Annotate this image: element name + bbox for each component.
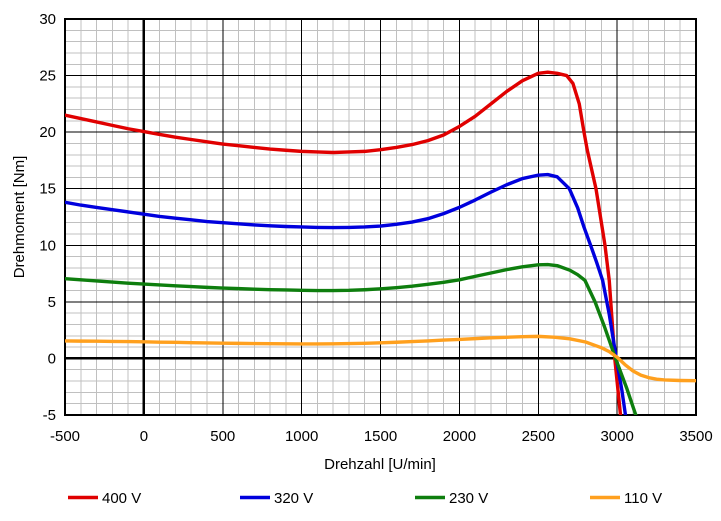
x-tick-label: 500	[210, 428, 235, 445]
y-tick-label: 0	[48, 350, 56, 367]
data-series	[65, 70, 696, 415]
series-line-320-v	[65, 172, 628, 415]
plot-border	[64, 18, 697, 416]
x-tick-label: 1000	[285, 428, 318, 445]
series-line-400-v	[65, 70, 623, 415]
series-line-110-v	[65, 334, 696, 383]
x-tick-label: 1500	[364, 428, 397, 445]
legend-item-230-v: 230 V	[415, 490, 488, 507]
x-tick-labels: -500 0 500 1000 1500 2000 2500 3000 3500	[50, 428, 713, 445]
zero-axes	[65, 19, 696, 415]
x-tick-label: 3000	[600, 428, 633, 445]
y-tick-label: 10	[39, 237, 56, 254]
x-tick-label: -500	[50, 428, 80, 445]
y-axis-title: Drehmoment [Nm]	[11, 156, 28, 279]
x-axis-title: Drehzahl [U/min]	[324, 456, 436, 473]
legend-label-230-v: 230 V	[449, 490, 488, 507]
x-tick-label: 3500	[679, 428, 712, 445]
legend: 400 V 320 V 230 V 110 V	[68, 490, 662, 507]
legend-label-400-v: 400 V	[102, 490, 141, 507]
series-line-230-v	[65, 262, 638, 415]
legend-item-320-v: 320 V	[240, 490, 313, 507]
y-tick-label: 15	[39, 181, 56, 198]
x-tick-label: 2000	[443, 428, 476, 445]
legend-item-400-v: 400 V	[68, 490, 141, 507]
legend-label-320-v: 320 V	[274, 490, 313, 507]
y-tick-label: 30	[39, 11, 56, 28]
legend-label-110-v: 110 V	[624, 490, 662, 507]
y-tick-label: 20	[39, 124, 56, 141]
x-tick-label: 2500	[522, 428, 555, 445]
y-tick-label: -5	[43, 407, 56, 424]
y-tick-labels: 30 25 20 15 10 5 0 -5	[39, 11, 56, 424]
y-tick-label: 5	[48, 294, 56, 311]
y-tick-label: 25	[39, 68, 56, 85]
x-tick-label: 0	[140, 428, 148, 445]
legend-item-110-v: 110 V	[590, 490, 662, 507]
